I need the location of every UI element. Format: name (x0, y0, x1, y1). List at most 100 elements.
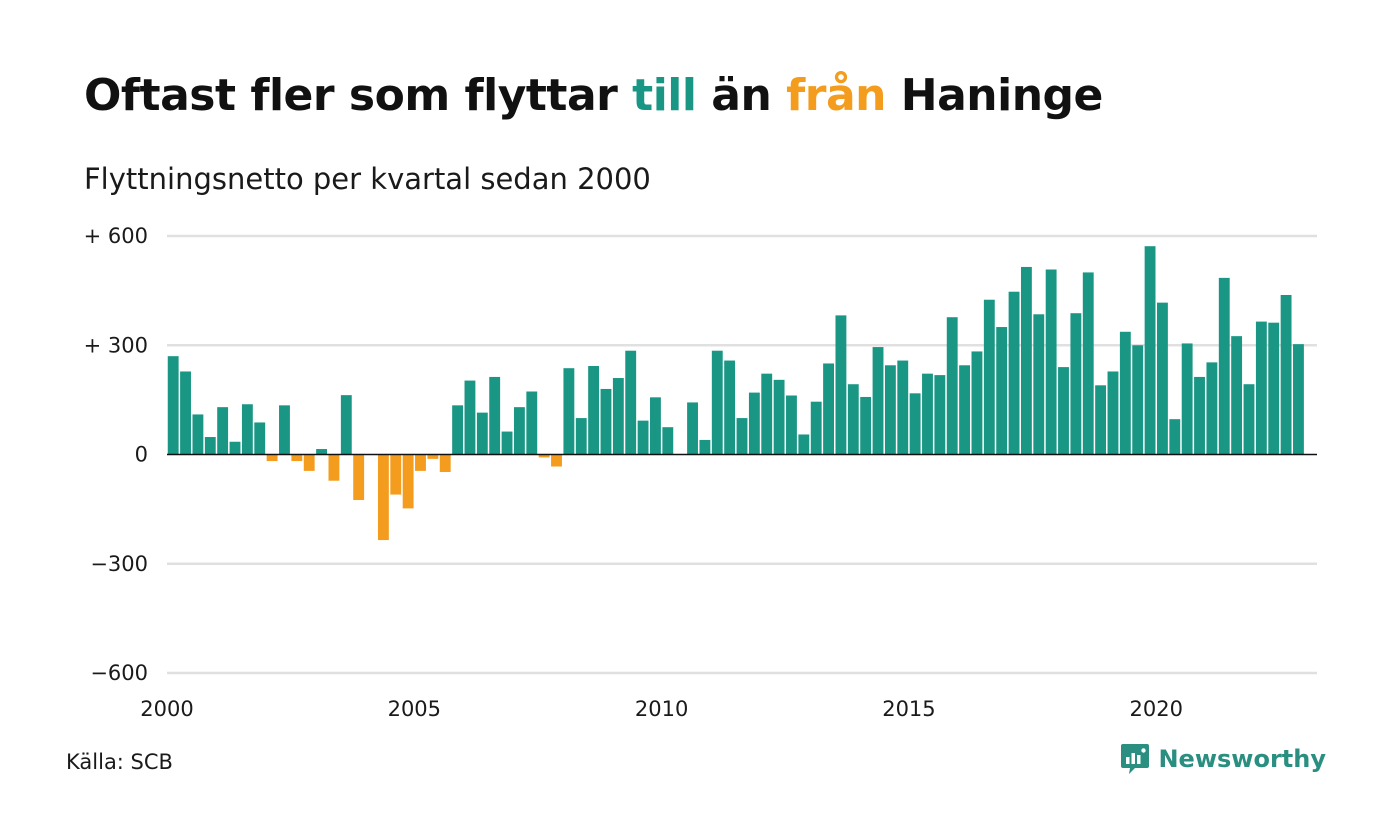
bar-chart: + 600 + 300 0 −300 −600 2000 2005 2010 2015 2020 (84, 224, 1317, 721)
bar (1008, 291, 1020, 455)
bar (946, 317, 958, 455)
bar (1280, 294, 1292, 455)
bar (1045, 269, 1057, 455)
bar (563, 368, 575, 455)
bar (625, 350, 637, 455)
title-word-to: till (632, 70, 697, 121)
bar (1070, 313, 1082, 455)
bar (1268, 322, 1280, 455)
bar (415, 454, 426, 471)
title-word-from: från (786, 70, 886, 121)
bar (1181, 343, 1193, 455)
bar (724, 360, 736, 455)
bar (526, 391, 538, 455)
bar (786, 395, 797, 455)
x-tick-label: 2015 (882, 697, 935, 721)
bar (1156, 302, 1168, 455)
bar (1020, 266, 1032, 455)
bar (637, 420, 649, 455)
bar (687, 402, 698, 455)
bar (798, 434, 810, 455)
bar (810, 401, 822, 455)
bar (1293, 344, 1304, 455)
y-axis: + 600 + 300 0 −300 −600 (84, 224, 148, 685)
bar (192, 414, 204, 455)
bar (934, 375, 946, 455)
bar (884, 365, 896, 455)
bar (551, 454, 562, 467)
source-note: Källa: SCB (66, 750, 173, 774)
chart-subtitle: Flyttningsnetto per kvartal sedan 2000 (84, 162, 651, 196)
bar (489, 376, 501, 455)
bar (1194, 376, 1205, 455)
bar (1095, 385, 1107, 455)
bar (736, 418, 748, 455)
bar (513, 407, 525, 455)
bar (600, 388, 612, 455)
newsworthy-logo-icon (1121, 744, 1150, 774)
bar (823, 363, 834, 455)
brand-logo: Newsworthy (1120, 742, 1326, 776)
x-tick-label: 2000 (140, 697, 193, 721)
bar (167, 356, 179, 455)
title-part-2: än (696, 70, 787, 121)
brand-name: Newsworthy (1158, 745, 1326, 773)
bar (291, 454, 303, 462)
bar (1255, 321, 1267, 455)
bar (390, 454, 402, 495)
bar (909, 393, 921, 455)
bar (328, 454, 340, 481)
bar (538, 454, 550, 458)
y-tick-label: + 600 (84, 224, 148, 248)
bar (279, 405, 290, 455)
bar (959, 365, 971, 455)
bar (204, 437, 216, 455)
bar (1033, 314, 1045, 455)
bar (922, 373, 933, 455)
bar (1132, 345, 1144, 455)
x-tick-label: 2020 (1130, 697, 1183, 721)
bar (575, 418, 587, 455)
bar (897, 360, 909, 455)
bar (452, 405, 464, 455)
bar (612, 378, 624, 455)
bar (1243, 384, 1255, 455)
bar (588, 366, 600, 455)
bar (847, 384, 859, 455)
y-tick-label: 0 (135, 443, 148, 467)
bar (402, 454, 414, 509)
gridlines (167, 234, 1317, 675)
bar (1169, 419, 1181, 455)
bar (266, 454, 278, 462)
x-axis: 2000 2005 2010 2015 2020 (140, 697, 1183, 721)
bar (1231, 336, 1243, 455)
x-tick-label: 2005 (388, 697, 441, 721)
bar (1107, 371, 1119, 455)
bar (427, 454, 439, 459)
title-part-1: Oftast fler som flyttar (84, 70, 633, 121)
bar (377, 454, 389, 541)
y-tick-label: −300 (90, 552, 148, 576)
bar (241, 404, 253, 455)
bar (996, 327, 1008, 455)
bar (872, 347, 884, 455)
bar (773, 379, 785, 455)
bar (1082, 272, 1094, 455)
bar (476, 412, 488, 455)
bar (180, 371, 191, 455)
bar (439, 454, 451, 472)
bar (1058, 367, 1069, 455)
bar (501, 431, 513, 455)
bar (860, 396, 872, 455)
bar (303, 454, 315, 471)
title-part-3: Haninge (885, 70, 1104, 121)
bar (1206, 362, 1218, 455)
bar (254, 422, 266, 455)
bar (699, 439, 711, 455)
bar (711, 350, 723, 455)
x-tick-label: 2010 (635, 697, 688, 721)
bar (1144, 246, 1156, 455)
y-tick-label: −600 (90, 661, 148, 685)
bar (1119, 331, 1131, 455)
bar (748, 392, 760, 455)
